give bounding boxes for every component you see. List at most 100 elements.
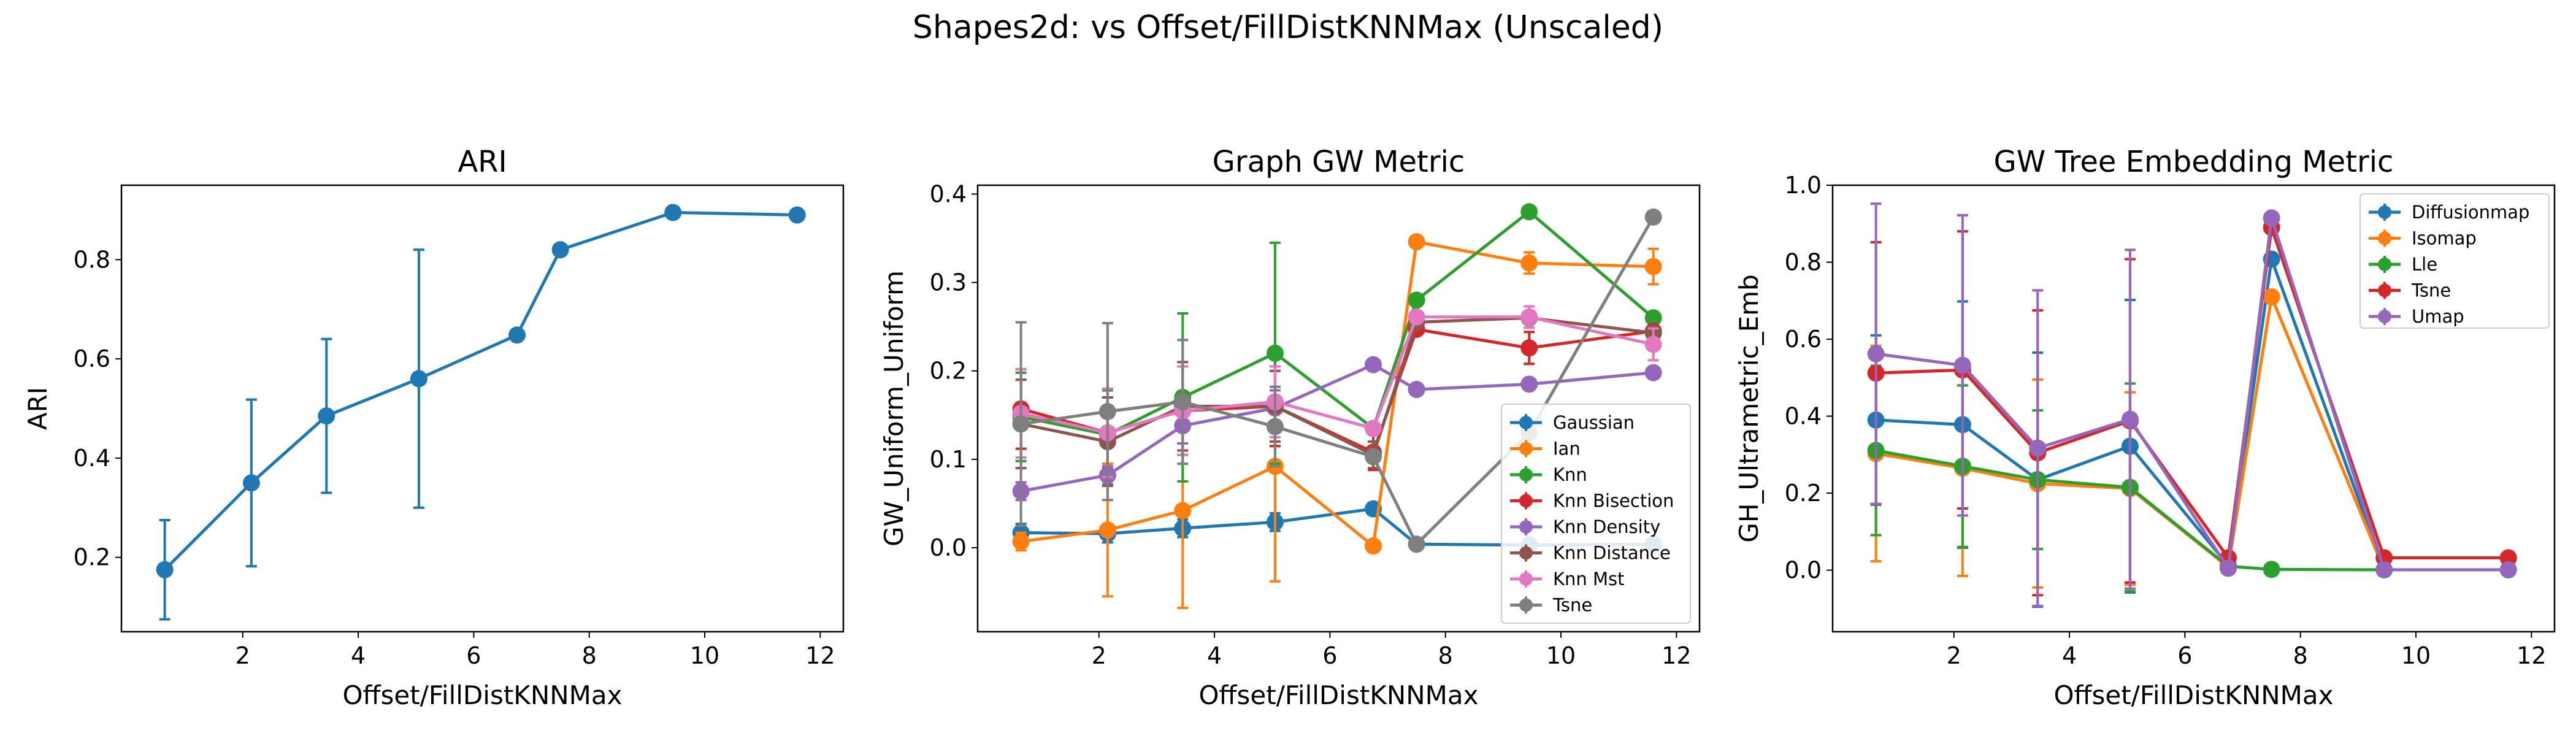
data-point	[1364, 448, 1382, 466]
data-point	[1408, 381, 1425, 399]
data-point	[1266, 418, 1284, 435]
series-line	[1876, 226, 2509, 559]
legend-box	[1501, 404, 1691, 624]
graph-gw-x-tick-label: 4	[1207, 642, 1222, 669]
legend-label: Knn Mst	[1553, 569, 1625, 589]
gw-tree-y-tick-label: 0.4	[1785, 403, 1822, 430]
graph-gw-x-axis-label: Offset/FillDistKNNMax	[1198, 680, 1478, 710]
data-point	[2029, 439, 2047, 457]
data-point	[551, 241, 569, 259]
gw-tree-y-tick-label: 0.8	[1785, 249, 1822, 276]
figure-suptitle: Shapes2d: vs Offset/FillDistKNNMax (Unsc…	[913, 9, 1663, 46]
legend-swatch-marker	[1519, 494, 1533, 508]
data-point	[2121, 410, 2139, 428]
data-point	[1408, 308, 1425, 326]
legend-item: Knn Distance	[1510, 543, 1671, 564]
data-point	[410, 370, 427, 388]
data-point	[1408, 291, 1425, 309]
legend-item: Knn	[1510, 464, 1587, 485]
legend-swatch-marker	[2378, 283, 2391, 297]
ari-y-tick-label: 0.8	[74, 246, 110, 273]
legend-swatch-marker	[2378, 231, 2391, 245]
legend-box	[2359, 193, 2550, 329]
graph-gw-panel: Graph GW Metric Offset/FillDistKNNMax GW…	[879, 145, 1701, 710]
data-point	[664, 204, 682, 221]
legend-swatch-marker	[1519, 468, 1533, 481]
graph-gw-axes-frame	[976, 184, 1701, 633]
ari-x-tick-label: 4	[351, 642, 366, 669]
gw-tree-x-tick-label: 12	[2517, 642, 2546, 669]
legend-swatch-marker	[2378, 310, 2391, 323]
graph-gw-x-tick-label: 6	[1322, 642, 1337, 669]
ari-y-tick-label: 0.2	[74, 544, 110, 571]
graph-gw-x-tick-label: 8	[1438, 642, 1453, 669]
ari-panel-title: ARI	[458, 145, 507, 179]
legend-item: Knn Bisection	[1510, 491, 1674, 512]
data-point	[1644, 309, 1662, 327]
data-point	[2499, 561, 2517, 578]
legend-label: Knn Density	[1553, 516, 1660, 537]
gw-tree-x-tick-label: 10	[2401, 642, 2431, 669]
legend-label: Gaussian	[1553, 412, 1635, 433]
graph-gw-x-tick-label: 12	[1662, 642, 1691, 669]
graph-gw-x-tick-label: 10	[1546, 642, 1576, 669]
ari-series-series	[156, 204, 806, 621]
legend-item: Diffusionmap	[2369, 202, 2529, 223]
data-point	[1364, 356, 1382, 374]
gw-tree-plot-area	[1867, 202, 2517, 608]
data-point	[2263, 209, 2280, 227]
data-point	[1174, 502, 1192, 519]
gw-tree-panel-title: GW Tree Embedding Metric	[1994, 145, 2394, 179]
graph-gw-panel-title: Graph GW Metric	[1213, 145, 1465, 179]
series-line	[1876, 258, 2509, 572]
legend-swatch-marker	[1519, 416, 1533, 429]
legend-label: Diffusionmap	[2412, 202, 2529, 223]
ari-panel: ARI Offset/FillDistKNNMax ARI 2 4 6 8 10 12 0.…	[23, 145, 845, 710]
legend-item: Gaussian	[1510, 412, 1635, 433]
data-point	[318, 407, 335, 425]
gw-tree-y-tick-label: 1.0	[1785, 172, 1822, 199]
data-point	[1266, 344, 1284, 362]
legend-swatch-marker	[2378, 258, 2391, 271]
data-point	[1520, 254, 1538, 272]
legend-swatch-marker	[1519, 442, 1533, 456]
series-line	[163, 211, 797, 571]
legend-item: Ian	[1510, 439, 1581, 459]
data-point	[242, 474, 260, 492]
graph-gw-y-tick-label: 0.1	[930, 446, 967, 473]
ari-y-tick-label: 0.4	[74, 445, 110, 472]
data-point	[1364, 420, 1382, 437]
ari-x-tick-label: 8	[582, 642, 597, 669]
series-line	[1021, 315, 1654, 435]
legend-item: Isomap	[2369, 228, 2477, 249]
gw-tree-legend: Diffusionmap Isomap Lle Tsne Umap	[2359, 193, 2550, 329]
gw-tree-y-tick-label: 0.6	[1785, 326, 1822, 353]
legend-label: Umap	[2412, 306, 2464, 327]
data-point	[2263, 561, 2280, 578]
graph-gw-y-tick-label: 0.0	[930, 534, 967, 561]
graph-gw-x-tick-label: 2	[1092, 642, 1106, 669]
data-point	[1520, 339, 1538, 357]
ari-plot-area	[156, 204, 806, 621]
data-point	[788, 206, 806, 224]
graph-gw-y-tick-label: 0.3	[930, 269, 967, 296]
gw-tree-series-umap	[1867, 202, 2517, 607]
graph-gw-y-tick-label: 0.4	[930, 180, 967, 207]
legend-label: Ian	[1553, 439, 1581, 459]
ari-x-tick-label: 2	[236, 642, 250, 669]
data-point	[1012, 415, 1030, 433]
data-point	[1644, 335, 1662, 353]
legend-label: Tsne	[2411, 280, 2451, 301]
data-point	[2375, 561, 2393, 578]
data-point	[1520, 308, 1538, 326]
ari-y-axis-label: ARI	[23, 387, 53, 430]
data-point	[2219, 559, 2237, 577]
legend-label: Knn	[1553, 464, 1587, 485]
gw-tree-y-tick-label: 0.2	[1785, 480, 1822, 507]
series-line	[1876, 216, 2509, 572]
data-point	[1408, 535, 1425, 553]
data-point	[1520, 375, 1538, 393]
legend-label: Knn Distance	[1553, 543, 1671, 564]
gw-tree-x-tick-label: 6	[2177, 642, 2192, 669]
